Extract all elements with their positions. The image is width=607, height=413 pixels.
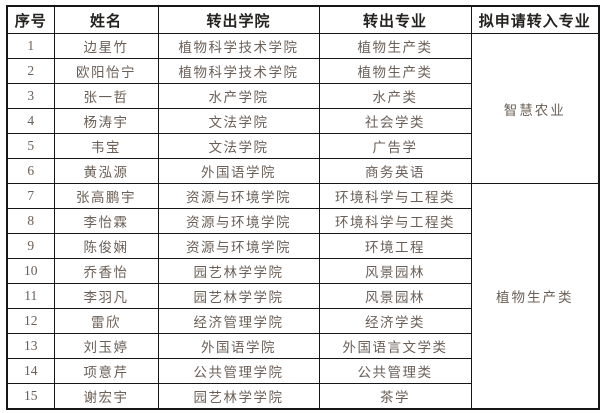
cell-college: 资源与环境学院	[157, 183, 320, 209]
cell-name: 刘玉婷	[53, 333, 159, 359]
cell-college: 资源与环境学院	[157, 208, 320, 234]
cell-serial-number: 11	[6, 283, 55, 309]
cell-college: 外国语学院	[157, 158, 320, 184]
cell-college: 文法学院	[157, 133, 320, 159]
cell-major: 茶学	[318, 383, 472, 410]
cell-major: 公共管理类	[318, 358, 472, 384]
cell-name: 谢宏宇	[53, 383, 159, 410]
cell-major: 广告学	[318, 133, 472, 159]
cell-target-major: 植物生产类	[470, 183, 600, 410]
cell-major: 社会学类	[318, 108, 472, 134]
cell-name: 张高鹏宇	[53, 183, 159, 209]
cell-name: 乔香怡	[53, 258, 159, 284]
cell-serial-number: 3	[6, 83, 55, 109]
header-transfer-out-major: 转出专业	[318, 5, 472, 34]
cell-serial-number: 14	[6, 358, 55, 384]
cell-name: 雷欣	[53, 308, 159, 334]
cell-serial-number: 13	[6, 333, 55, 359]
cell-major: 环境工程	[318, 233, 472, 259]
cell-serial-number: 6	[6, 158, 55, 184]
cell-serial-number: 8	[6, 208, 55, 234]
cell-serial-number: 7	[6, 183, 55, 209]
transfer-application-table: 序号 姓名 转出学院 转出专业 拟申请转入专业 1 边星竹 植物科学技术学院 植物生产…	[6, 5, 600, 410]
cell-major: 商务英语	[318, 158, 472, 184]
cell-target-major: 智慧农业	[470, 33, 600, 184]
table-row: 4 杨涛宇 文法学院 社会学类	[6, 108, 599, 134]
cell-college: 外国语学院	[157, 333, 320, 359]
cell-college: 水产学院	[157, 83, 320, 109]
table-body: 1 边星竹 植物科学技术学院 植物生产类 智慧农业 2 欧阳怡宁 植物科学技术学院 植物生产类 3…	[6, 33, 600, 410]
cell-name: 张一哲	[53, 83, 159, 109]
cell-college: 文法学院	[157, 108, 320, 134]
table-row: 14 项意芹 公共管理学院 公共管理类	[6, 358, 599, 384]
cell-college: 园艺林学学院	[157, 283, 320, 309]
cell-serial-number: 9	[6, 233, 55, 259]
table-row: 8 李怡霖 资源与环境学院 环境科学与工程类	[6, 208, 599, 234]
cell-name: 项意芹	[53, 358, 159, 384]
table-row: 15 谢宏宇 园艺林学学院 茶学	[6, 383, 599, 410]
cell-major: 外国语言文学类	[318, 333, 472, 359]
cell-college: 资源与环境学院	[157, 233, 320, 259]
header-name: 姓名	[53, 5, 159, 34]
cell-serial-number: 2	[6, 58, 55, 84]
cell-serial-number: 5	[6, 133, 55, 159]
cell-college: 园艺林学学院	[157, 258, 320, 284]
header-proposed-transfer-in-major: 拟申请转入专业	[470, 5, 600, 34]
cell-major: 环境科学与工程类	[318, 183, 472, 209]
table-row: 7 张高鹏宇 资源与环境学院 环境科学与工程类 植物生产类	[6, 183, 600, 410]
cell-name: 杨涛宇	[53, 108, 159, 134]
cell-name: 李羽凡	[53, 283, 159, 309]
cell-serial-number: 1	[6, 33, 55, 59]
table-row: 13 刘玉婷 外国语学院 外国语言文学类	[6, 333, 599, 359]
cell-major: 水产类	[318, 83, 472, 109]
cell-name: 韦宝	[53, 133, 159, 159]
cell-name: 边星竹	[53, 33, 159, 59]
cell-name: 黄泓源	[53, 158, 159, 184]
cell-major: 环境科学与工程类	[318, 208, 472, 234]
table-row: 11 李羽凡 园艺林学学院 风景园林	[6, 283, 599, 309]
cell-major: 经济学类	[318, 308, 472, 334]
table-row: 1 边星竹 植物科学技术学院 植物生产类 智慧农业	[6, 33, 600, 184]
cell-serial-number: 10	[6, 258, 55, 284]
table-row: 3 张一哲 水产学院 水产类	[6, 83, 599, 109]
table-header-row: 序号 姓名 转出学院 转出专业 拟申请转入专业	[6, 5, 600, 34]
cell-major: 风景园林	[318, 258, 472, 284]
cell-name: 陈俊娴	[53, 233, 159, 259]
cell-name: 李怡霖	[53, 208, 159, 234]
cell-major: 风景园林	[318, 283, 472, 309]
cell-major: 植物生产类	[318, 58, 472, 84]
table-row: 9 陈俊娴 资源与环境学院 环境工程	[6, 233, 599, 259]
table-row: 5 韦宝 文法学院 广告学	[6, 133, 599, 159]
cell-serial-number: 15	[6, 383, 55, 410]
cell-college: 园艺林学学院	[157, 383, 320, 410]
cell-serial-number: 12	[6, 308, 55, 334]
cell-serial-number: 4	[6, 108, 55, 134]
cell-college: 植物科学技术学院	[157, 33, 320, 59]
cell-college: 植物科学技术学院	[157, 58, 320, 84]
header-transfer-out-college: 转出学院	[157, 5, 320, 34]
cell-name: 欧阳怡宁	[53, 58, 159, 84]
table-row: 6 黄泓源 外国语学院 商务英语	[6, 158, 599, 184]
cell-college: 公共管理学院	[157, 358, 320, 384]
cell-college: 经济管理学院	[157, 308, 320, 334]
header-serial-number: 序号	[6, 5, 55, 34]
cell-major: 植物生产类	[318, 33, 472, 59]
